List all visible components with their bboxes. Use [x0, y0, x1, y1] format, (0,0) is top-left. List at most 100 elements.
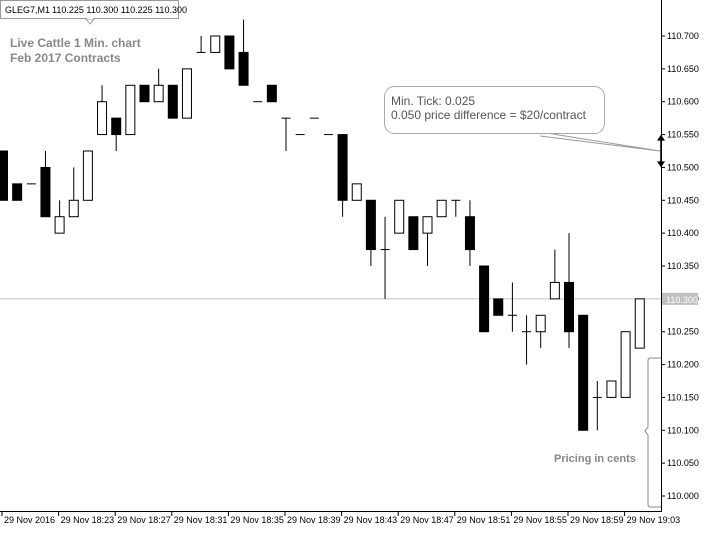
candle [592, 381, 602, 431]
candle-body-bear [464, 216, 475, 251]
candle-body-bull [68, 199, 79, 218]
candle [365, 199, 376, 266]
candle [337, 134, 348, 217]
chart-subtitle: Feb 2017 Contracts [10, 51, 121, 65]
current-price-label-text: 110.300 [666, 295, 698, 305]
candle [620, 331, 631, 398]
y-tick-label: 110.350 [667, 261, 699, 271]
candle-body-bull [606, 380, 617, 398]
y-tick-label: 110.700 [667, 31, 699, 41]
callout-pointer-line [539, 131, 661, 152]
x-tick-label: 29 Nov 18:23 [61, 515, 115, 525]
candle [380, 216, 390, 299]
candle-body-bear [224, 35, 235, 70]
candle-body-bear [337, 134, 348, 201]
candle-body-bull [394, 199, 405, 234]
time-axis: 29 Nov 2016 29 Nov 18:23 29 Nov 18:27 29 No… [1, 512, 681, 525]
candle-body-bear [408, 216, 419, 251]
pricing-note: Pricing in cents [554, 453, 636, 465]
candle-body-bull [436, 199, 447, 218]
current-price-label: 110.300 [662, 292, 698, 305]
candle-body-bull [549, 281, 560, 300]
candle [493, 298, 504, 316]
candle [535, 314, 546, 349]
x-tick-label: 29 Nov 18:55 [513, 515, 567, 525]
candle-body-bear [493, 298, 504, 316]
candle [549, 249, 560, 300]
candle [394, 199, 405, 234]
y-tick-label: 110.250 [667, 327, 699, 337]
candle [68, 167, 79, 218]
candle-body-bull [620, 331, 631, 398]
candle [12, 183, 23, 201]
min-tick-callout: Min. Tick: 0.025 0.050 price difference … [384, 86, 605, 134]
candle [54, 200, 65, 234]
candle-body-bear [479, 265, 490, 333]
x-tick-label: 29 Nov 18:51 [457, 515, 511, 525]
callout-box [384, 86, 605, 134]
y-tick-label: 110.600 [667, 97, 699, 107]
candle [564, 233, 574, 349]
x-tick-label: 29 Nov 19:03 [627, 515, 681, 525]
candle-body-bear [167, 84, 178, 119]
candle-body-bear [12, 183, 23, 201]
candle [479, 265, 490, 333]
candle-body-bear [564, 281, 574, 333]
y-tick-label: 110.150 [667, 392, 699, 402]
candle-body-bull [210, 35, 221, 53]
candle [522, 315, 532, 365]
chart-title: Live Cattle 1 Min. chart [10, 36, 141, 50]
candle-body-bear [139, 84, 150, 103]
x-tick-label: 29 Nov 18:27 [117, 515, 171, 525]
candle [266, 84, 277, 103]
candle-body-bear [365, 199, 376, 251]
price-axis: 110.700 110.650 110.600 110.550 110.500 110.4… [661, 31, 699, 501]
candle-body-bull [634, 298, 645, 349]
candle-body-bear [111, 117, 122, 136]
candle [422, 216, 433, 266]
candle [196, 36, 206, 53]
candle [40, 151, 51, 218]
y-tick-label: 110.550 [667, 130, 699, 140]
y-tick-label: 110.100 [667, 425, 699, 435]
x-tick-label: 29 Nov 18:39 [287, 515, 341, 525]
candle [210, 35, 221, 53]
candle [351, 183, 362, 201]
candle [125, 84, 136, 136]
candle [408, 216, 419, 251]
candle [97, 85, 108, 136]
candle [464, 200, 475, 266]
callout-line-1: Min. Tick: 0.025 [391, 94, 475, 108]
y-tick-label: 110.200 [667, 360, 699, 370]
candle [153, 68, 164, 103]
candle [167, 84, 178, 119]
candle-body-bull [97, 101, 108, 136]
candle-body-bull [351, 183, 362, 201]
y-tick-label: 110.050 [667, 458, 699, 468]
x-tick-label: 29 Nov 2016 [4, 515, 55, 525]
y-tick-label: 110.650 [667, 64, 699, 74]
header-quote: 110.225 110.300 110.225 110.300 [52, 5, 187, 15]
pricing-bracket [644, 357, 661, 508]
x-tick-label: 29 Nov 18:35 [230, 515, 284, 525]
candle-body-bull [181, 68, 192, 119]
x-tick-label: 29 Nov 18:43 [344, 515, 398, 525]
candle [436, 199, 447, 218]
candle-body-bull [153, 84, 164, 103]
candle-body-bear [266, 84, 277, 103]
candle [139, 84, 150, 103]
candle-body-bear [238, 51, 249, 86]
candle [634, 298, 645, 349]
candle-body-bear [0, 150, 8, 201]
header-symbol: GLEG7,M1 [5, 5, 50, 15]
candle-body-bear [578, 314, 589, 431]
candle-body-bull [125, 84, 136, 136]
x-tick-label: 29 Nov 18:59 [570, 515, 624, 525]
header-box-tail-mask [87, 17, 93, 19]
candle [507, 282, 517, 332]
y-tick-label: 110.500 [667, 162, 699, 172]
candle [224, 35, 235, 70]
